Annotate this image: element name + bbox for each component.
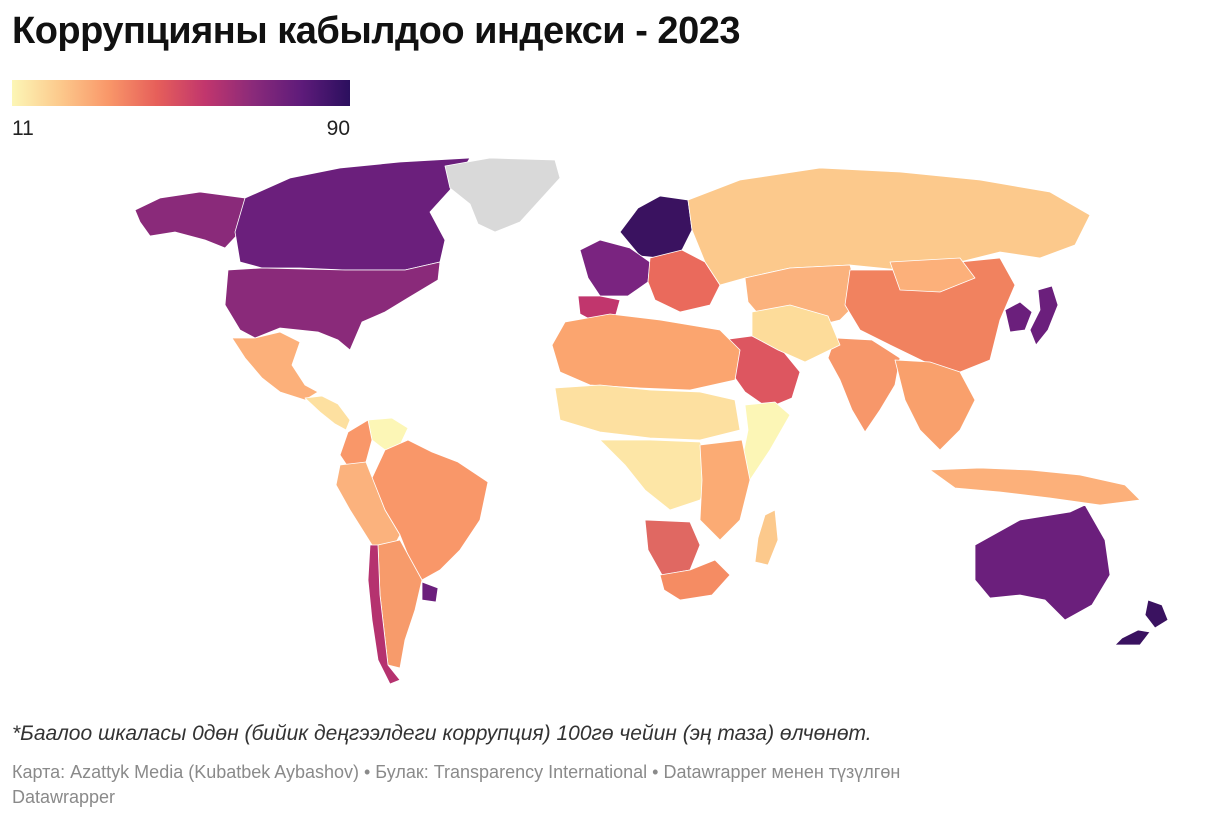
- region-new-zealand[interactable]: [1114, 599, 1169, 646]
- region-southeast-asia[interactable]: [894, 359, 976, 451]
- region-alaska[interactable]: [134, 191, 246, 249]
- region-uruguay[interactable]: [421, 581, 439, 603]
- region-north-africa[interactable]: [551, 313, 741, 391]
- region-sahel[interactable]: [554, 384, 741, 441]
- region-eastern-europe[interactable]: [647, 249, 721, 313]
- region-mongolia[interactable]: [889, 257, 976, 293]
- region-south-africa[interactable]: [659, 559, 731, 601]
- region-central-africa[interactable]: [599, 439, 716, 511]
- region-japan-korea[interactable]: [1004, 285, 1059, 346]
- legend-max-label: 90: [326, 117, 350, 140]
- region-iran-iraq[interactable]: [751, 304, 841, 363]
- region-madagascar[interactable]: [754, 509, 779, 566]
- legend-gradient-bar: [12, 80, 350, 106]
- region-russia[interactable]: [687, 167, 1091, 286]
- region-canada[interactable]: [234, 157, 471, 271]
- region-mexico[interactable]: [231, 331, 319, 401]
- legend-min-label: 11: [12, 117, 34, 140]
- region-central-america[interactable]: [304, 395, 351, 431]
- credits-line-2: Datawrapper: [12, 787, 116, 807]
- region-namibia-botswana[interactable]: [644, 519, 701, 576]
- region-united-states[interactable]: [224, 261, 441, 351]
- world-choropleth-map: [134, 157, 1169, 685]
- credits: Карта: Azattyk Media (Kubatbek Aybashov)…: [12, 760, 1162, 810]
- scale-note: *Баалоо шкаласы 0дөн (бийик деңгээлдеги …: [12, 722, 872, 745]
- region-somalia[interactable]: [741, 401, 791, 481]
- region-india[interactable]: [827, 337, 901, 433]
- region-indonesia-png[interactable]: [929, 467, 1141, 506]
- credits-line: Карта: Azattyk Media (Kubatbek Aybashov)…: [12, 762, 901, 782]
- color-legend: 11 90: [12, 80, 350, 140]
- region-australia[interactable]: [974, 504, 1111, 621]
- region-chile[interactable]: [367, 544, 401, 685]
- region-greenland[interactable]: [444, 157, 561, 233]
- region-east-africa[interactable]: [699, 439, 751, 541]
- map-title: Коррупцияны кабылдоо индекси - 2023: [12, 10, 740, 52]
